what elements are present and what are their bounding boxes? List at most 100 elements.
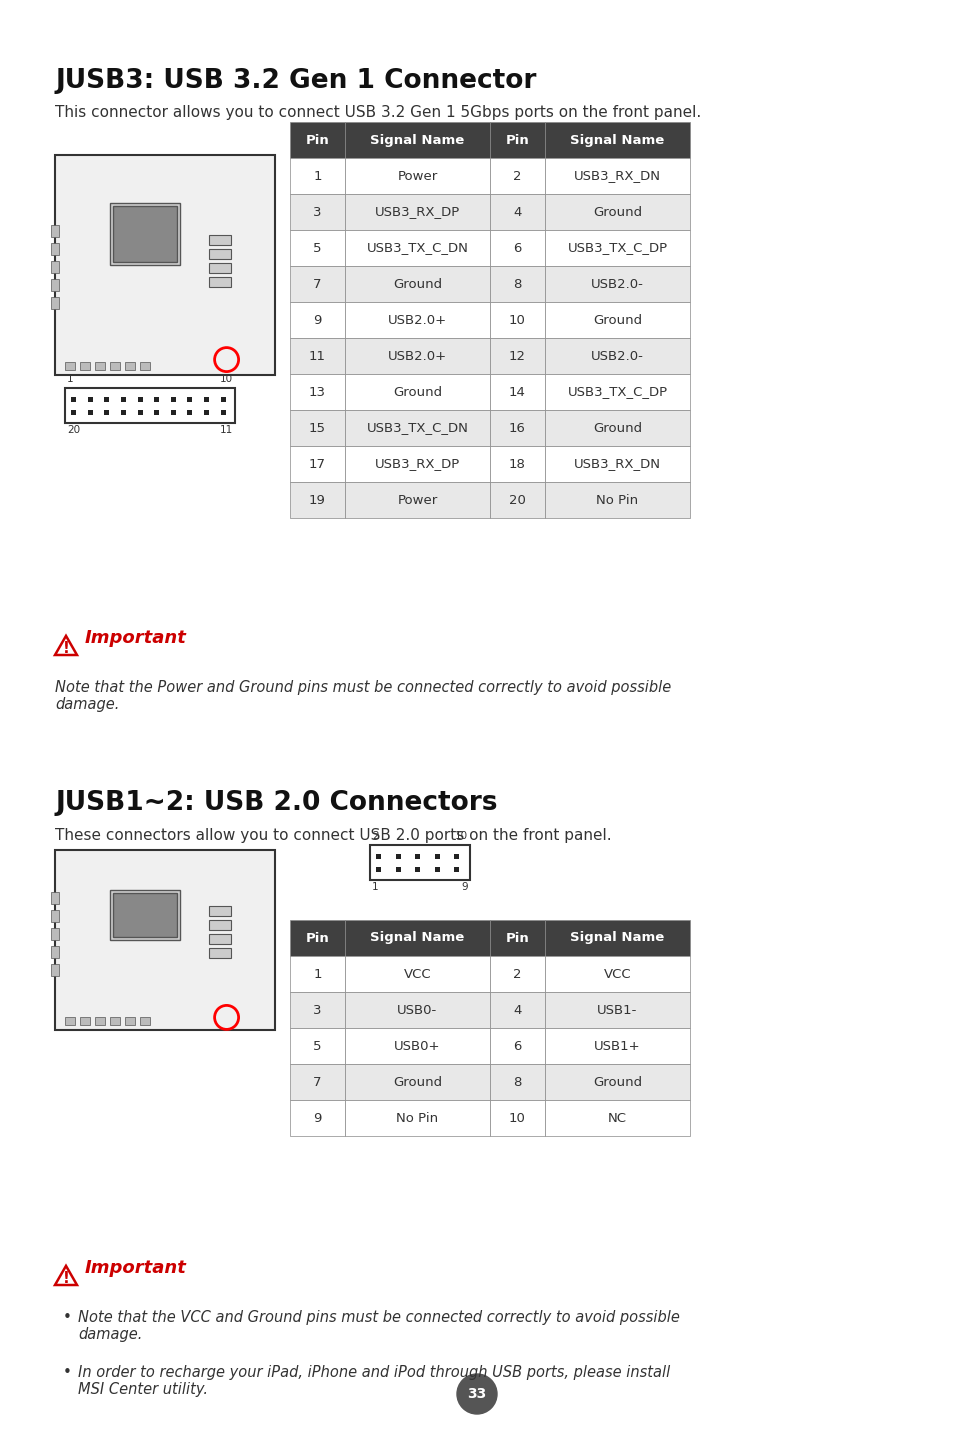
FancyBboxPatch shape (204, 397, 209, 401)
FancyBboxPatch shape (544, 1100, 689, 1136)
Text: 2: 2 (513, 968, 521, 981)
FancyBboxPatch shape (209, 948, 231, 958)
Text: 13: 13 (309, 385, 326, 398)
Text: Power: Power (397, 169, 437, 182)
Text: No Pin: No Pin (596, 494, 638, 507)
FancyBboxPatch shape (345, 338, 490, 374)
FancyBboxPatch shape (88, 397, 92, 401)
Text: Pin: Pin (305, 133, 329, 146)
Text: USB3_RX_DN: USB3_RX_DN (574, 169, 660, 182)
FancyBboxPatch shape (290, 193, 345, 231)
Text: JUSB3: USB 3.2 Gen 1 Connector: JUSB3: USB 3.2 Gen 1 Connector (55, 67, 536, 95)
FancyBboxPatch shape (290, 992, 345, 1028)
FancyBboxPatch shape (544, 193, 689, 231)
Text: USB3_RX_DN: USB3_RX_DN (574, 457, 660, 471)
Text: 10: 10 (219, 374, 233, 384)
FancyBboxPatch shape (490, 483, 544, 518)
Text: Important: Important (85, 1259, 187, 1277)
FancyBboxPatch shape (110, 1017, 120, 1025)
FancyBboxPatch shape (187, 397, 193, 401)
FancyBboxPatch shape (544, 445, 689, 483)
FancyBboxPatch shape (137, 397, 142, 401)
Text: Note that the Power and Ground pins must be connected correctly to avoid possibl: Note that the Power and Ground pins must… (55, 680, 671, 712)
FancyBboxPatch shape (490, 410, 544, 445)
Text: VCC: VCC (603, 968, 631, 981)
FancyBboxPatch shape (209, 906, 231, 916)
FancyBboxPatch shape (544, 410, 689, 445)
Text: USB3_TX_C_DN: USB3_TX_C_DN (366, 421, 468, 434)
FancyBboxPatch shape (51, 243, 59, 255)
FancyBboxPatch shape (544, 266, 689, 302)
Text: USB2.0-: USB2.0- (591, 278, 643, 291)
FancyBboxPatch shape (140, 1017, 150, 1025)
FancyBboxPatch shape (80, 1017, 90, 1025)
FancyBboxPatch shape (121, 410, 126, 414)
FancyBboxPatch shape (345, 158, 490, 193)
Text: 10: 10 (509, 314, 525, 326)
FancyBboxPatch shape (490, 1028, 544, 1064)
Text: 20: 20 (67, 425, 80, 435)
Text: NC: NC (607, 1111, 626, 1124)
FancyBboxPatch shape (290, 957, 345, 992)
FancyBboxPatch shape (290, 374, 345, 410)
Text: 33: 33 (467, 1388, 486, 1400)
FancyBboxPatch shape (51, 279, 59, 291)
Text: 5: 5 (313, 242, 321, 255)
Text: USB1+: USB1+ (594, 1040, 640, 1053)
FancyBboxPatch shape (71, 397, 76, 401)
Text: Power: Power (397, 494, 437, 507)
Text: USB0+: USB0+ (394, 1040, 440, 1053)
Text: USB2.0-: USB2.0- (591, 349, 643, 362)
Text: Important: Important (85, 629, 187, 647)
Text: VCC: VCC (403, 968, 431, 981)
Text: 7: 7 (313, 1075, 321, 1088)
Text: 4: 4 (513, 206, 521, 219)
FancyBboxPatch shape (345, 483, 490, 518)
FancyBboxPatch shape (171, 397, 175, 401)
FancyBboxPatch shape (55, 155, 274, 375)
FancyBboxPatch shape (290, 338, 345, 374)
FancyBboxPatch shape (490, 302, 544, 338)
FancyBboxPatch shape (490, 193, 544, 231)
FancyBboxPatch shape (65, 1017, 75, 1025)
FancyBboxPatch shape (544, 231, 689, 266)
FancyBboxPatch shape (209, 919, 231, 929)
FancyBboxPatch shape (110, 362, 120, 369)
Text: !: ! (63, 642, 70, 656)
FancyBboxPatch shape (345, 122, 490, 158)
FancyBboxPatch shape (171, 410, 175, 414)
Text: Signal Name: Signal Name (570, 931, 664, 945)
FancyBboxPatch shape (51, 225, 59, 238)
FancyBboxPatch shape (345, 302, 490, 338)
Text: USB1-: USB1- (597, 1004, 637, 1017)
Text: Signal Name: Signal Name (570, 133, 664, 146)
Text: 3: 3 (313, 206, 321, 219)
FancyBboxPatch shape (65, 362, 75, 369)
FancyBboxPatch shape (290, 231, 345, 266)
Text: No Pin: No Pin (396, 1111, 438, 1124)
FancyBboxPatch shape (290, 1100, 345, 1136)
Text: 4: 4 (513, 1004, 521, 1017)
FancyBboxPatch shape (290, 445, 345, 483)
FancyBboxPatch shape (95, 362, 105, 369)
Text: 17: 17 (309, 457, 326, 471)
FancyBboxPatch shape (345, 1100, 490, 1136)
FancyBboxPatch shape (375, 853, 380, 859)
FancyBboxPatch shape (435, 866, 439, 872)
Text: 11: 11 (309, 349, 326, 362)
FancyBboxPatch shape (490, 158, 544, 193)
FancyBboxPatch shape (345, 410, 490, 445)
FancyBboxPatch shape (544, 122, 689, 158)
Text: USB0-: USB0- (397, 1004, 437, 1017)
FancyBboxPatch shape (454, 866, 458, 872)
FancyBboxPatch shape (80, 362, 90, 369)
FancyBboxPatch shape (345, 445, 490, 483)
FancyBboxPatch shape (415, 866, 419, 872)
FancyBboxPatch shape (490, 338, 544, 374)
FancyBboxPatch shape (544, 1028, 689, 1064)
Text: 9: 9 (461, 882, 468, 892)
FancyBboxPatch shape (121, 397, 126, 401)
FancyBboxPatch shape (375, 866, 380, 872)
FancyBboxPatch shape (51, 296, 59, 309)
FancyBboxPatch shape (209, 235, 231, 245)
